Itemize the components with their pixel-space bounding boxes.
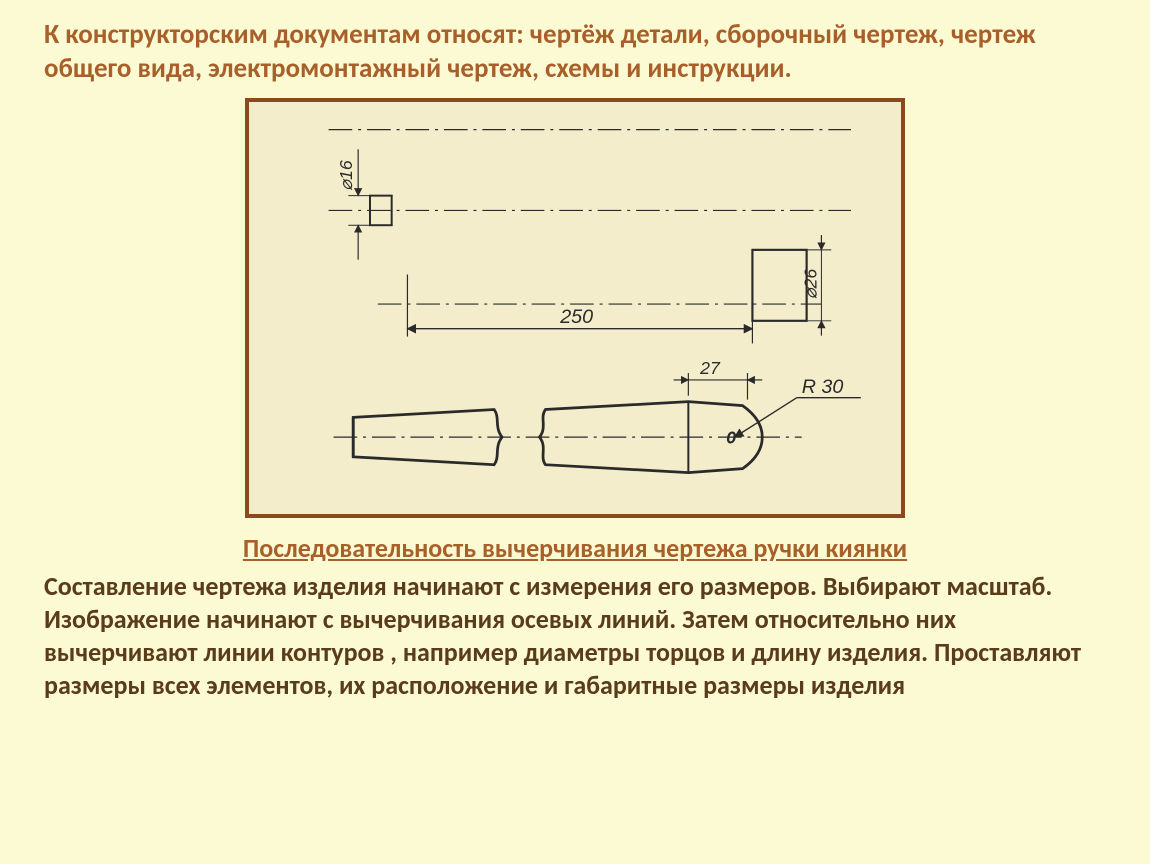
dia16-marker: ⌀16 [336,149,392,259]
dim-250-label: 250 [559,305,593,327]
dim-27-label: 27 [699,358,721,378]
sequence-subtitle: Последовательность вычерчивания чертежа … [0,532,1150,570]
radius-r30: R 30 [735,375,861,436]
dim-250: 250 [407,274,752,343]
intro-paragraph: К конструкторским документам относят: че… [0,0,1150,94]
dia26-marker: ⌀26 [752,235,831,336]
dim-dia16: ⌀16 [336,160,356,191]
drawing-svg: ⌀16 250 ⌀26 0 27 [249,102,901,514]
dim-27: 27 [674,358,763,400]
dim-r30-label: R 30 [802,375,844,397]
dim-dia26: ⌀26 [800,268,820,299]
handle-outline: 0 [334,401,802,472]
technical-drawing: ⌀16 250 ⌀26 0 27 [245,98,905,518]
svg-text:0: 0 [727,430,736,447]
body-paragraph: Составление чертежа изделия начинают с и… [0,570,1150,703]
